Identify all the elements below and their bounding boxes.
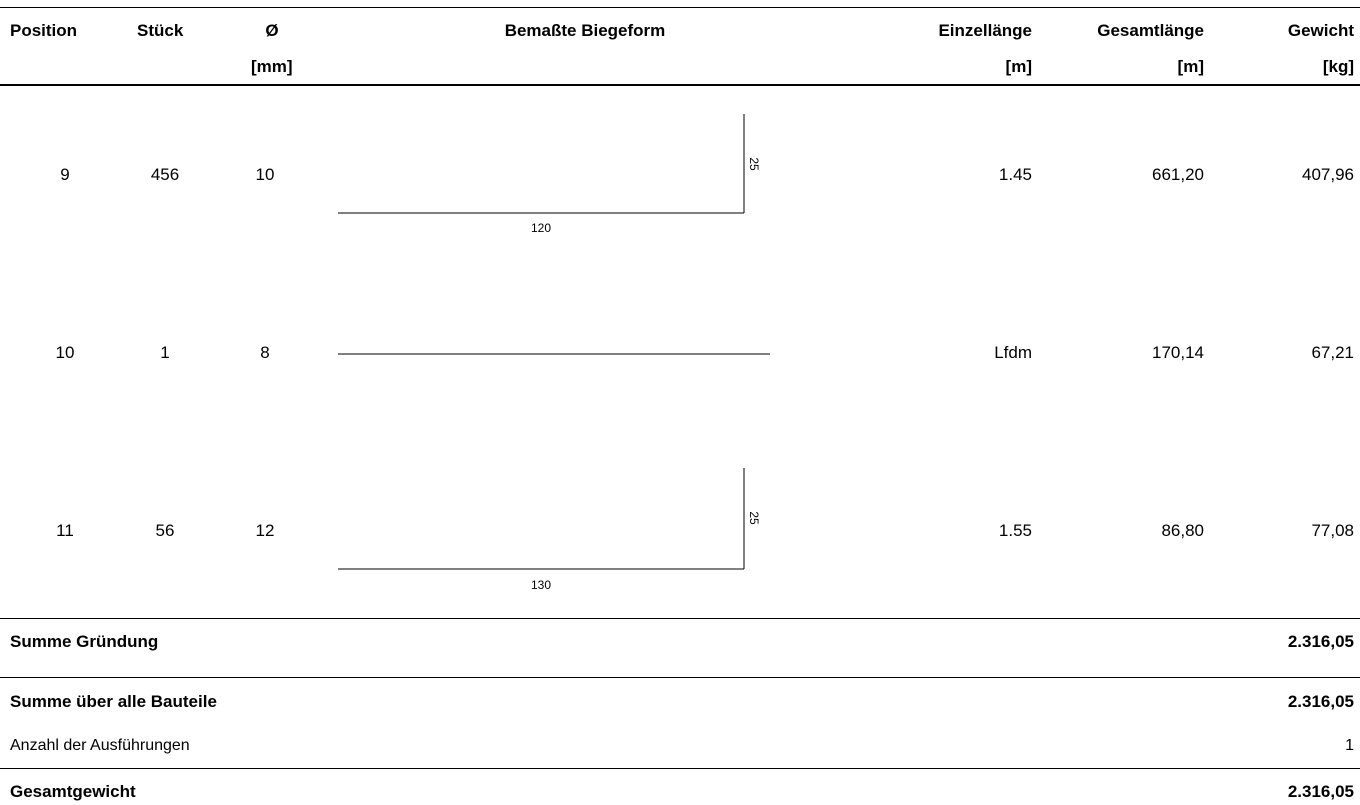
header-stueck: Stück <box>137 21 184 40</box>
table-row-position: 9 <box>60 165 70 184</box>
table-row-gesamtlaenge: 661,20 <box>1152 165 1204 184</box>
shape-horizontal-label: 120 <box>531 221 551 235</box>
table-row-gewicht: 77,08 <box>1311 521 1354 540</box>
table-row-position: 10 <box>55 343 75 362</box>
header-biegeform: Bemaßte Biegeform <box>504 21 666 40</box>
table-row-stueck: 56 <box>155 521 175 540</box>
anzahl-label: Anzahl der Ausführungen <box>10 737 190 754</box>
header-gewicht-unit: [kg] <box>1322 57 1354 76</box>
table-row-gesamtlaenge: 86,80 <box>1161 521 1204 540</box>
header-gesamtlaenge: Gesamtlänge <box>1097 21 1204 40</box>
summary-rule-gesamt <box>0 768 1360 769</box>
header-durchmesser: Ø <box>265 21 279 40</box>
table-row-einzellaenge: 1.55 <box>998 521 1032 540</box>
table-row-einzellaenge: 1.45 <box>998 165 1032 184</box>
table-row-durchmesser: 10 <box>255 165 275 184</box>
bending-shape-straight <box>338 353 770 355</box>
header-einzellaenge: Einzellänge <box>938 21 1032 40</box>
table-top-rule <box>0 7 1360 8</box>
header-gewicht: Gewicht <box>1287 21 1354 40</box>
summary-rule-alle <box>0 677 1360 678</box>
bending-shape-angle: 120 25 <box>338 114 760 235</box>
header-einzellaenge-unit: [m] <box>1005 57 1032 76</box>
shape-horizontal-label: 130 <box>531 578 551 592</box>
table-row-gesamtlaenge: 170,14 <box>1152 343 1204 362</box>
table-row-einzellaenge: Lfdm <box>994 343 1032 362</box>
gesamtgewicht-label: Gesamtgewicht <box>10 782 136 801</box>
header-durchmesser-unit: [mm] <box>251 57 293 76</box>
header-gesamtlaenge-unit: [m] <box>1177 57 1204 76</box>
summe-alle-label: Summe über alle Bauteile <box>10 692 217 711</box>
shape-vertical-label: 25 <box>747 511 760 525</box>
table-row-durchmesser: 12 <box>255 521 275 540</box>
summe-gruendung-label: Summe Gründung <box>10 632 159 651</box>
table-row-stueck: 1 <box>160 343 170 362</box>
header-position: Position <box>10 21 78 40</box>
table-row-stueck: 456 <box>150 165 180 184</box>
table-row-position: 11 <box>56 521 74 540</box>
summe-alle-value: 2.316,05 <box>1287 692 1354 711</box>
summe-gruendung-value: 2.316,05 <box>1287 632 1354 651</box>
table-row-durchmesser: 8 <box>260 343 270 362</box>
table-row-gewicht: 407,96 <box>1302 165 1354 184</box>
gesamtgewicht-value: 2.316,05 <box>1287 782 1354 801</box>
header-bottom-rule <box>0 84 1360 86</box>
summary-rule-gruendung <box>0 618 1360 619</box>
anzahl-value: 1 <box>1345 737 1354 754</box>
table-row-gewicht: 67,21 <box>1311 343 1354 362</box>
shape-vertical-label: 25 <box>747 157 760 171</box>
bending-shape-angle: 130 25 <box>338 468 760 592</box>
